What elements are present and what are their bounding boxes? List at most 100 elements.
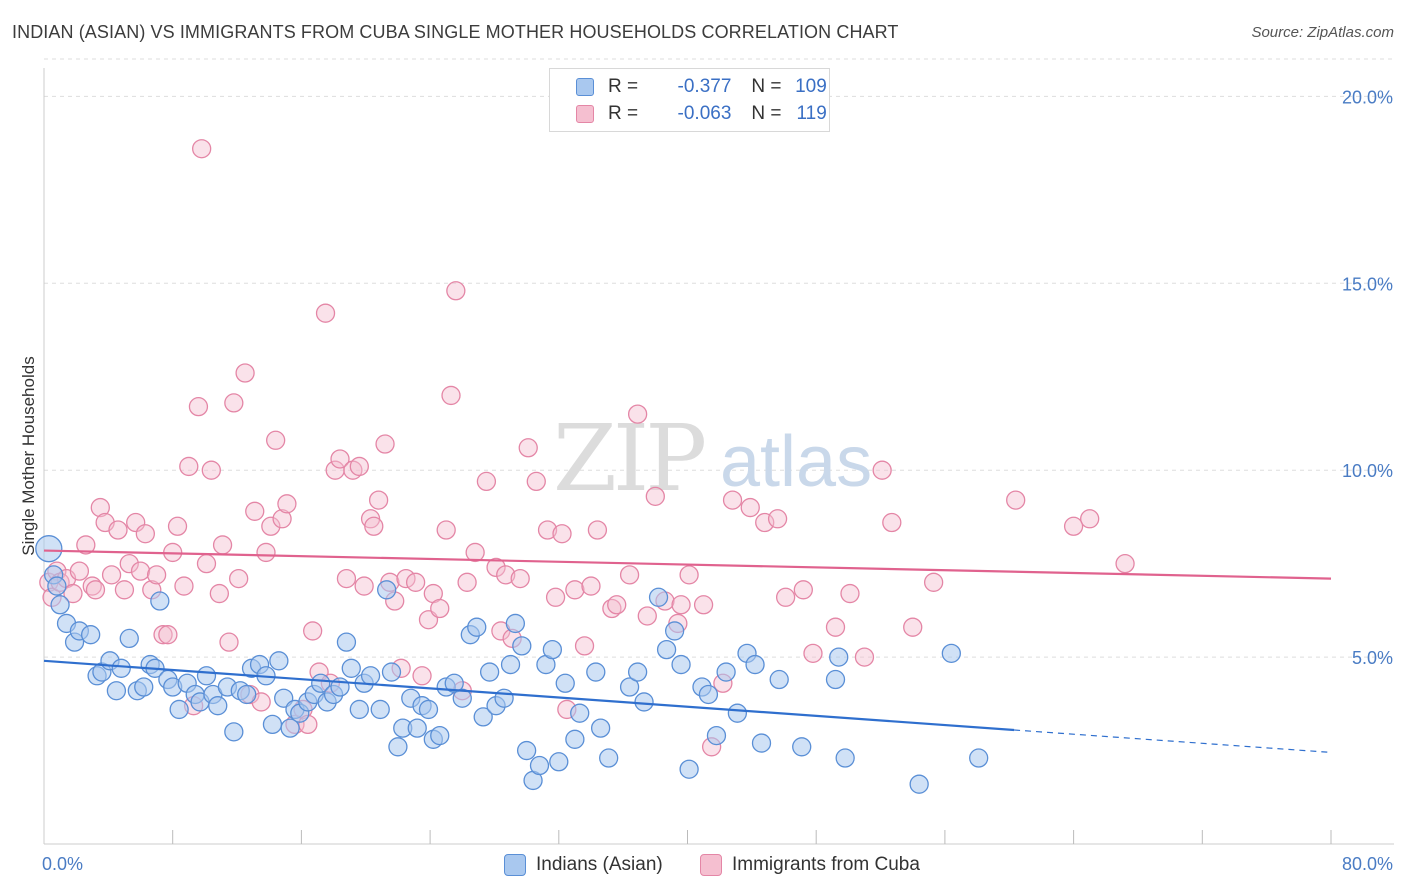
point-indians	[679, 759, 699, 779]
series-label-cuba: Immigrants from Cuba	[732, 854, 920, 875]
point-cuba	[108, 520, 128, 540]
point-indians	[751, 733, 772, 753]
series-swatch-pink	[700, 854, 722, 876]
point-cuba	[69, 561, 90, 581]
point-indians	[106, 681, 127, 701]
point-indians	[111, 658, 131, 678]
point-cuba	[85, 580, 106, 600]
point-cuba	[266, 430, 286, 450]
legend-r-value: -0.063	[677, 103, 732, 124]
point-cuba	[645, 486, 665, 507]
point-cuba	[767, 509, 788, 529]
point-cuba	[441, 385, 461, 406]
series-legend-indians: Indians (Asian)	[504, 852, 663, 878]
point-cuba	[167, 516, 188, 536]
point-cuba	[201, 460, 221, 480]
point-indians	[941, 643, 961, 664]
point-indians	[81, 625, 101, 645]
point-indians	[634, 692, 654, 712]
point-cuba	[349, 456, 369, 477]
legend-n-value: 119	[796, 103, 827, 124]
point-cuba	[518, 438, 538, 458]
point-cuba	[679, 565, 699, 585]
point-cuba	[574, 636, 595, 656]
point-cuba	[90, 497, 110, 518]
point-cuba	[179, 456, 199, 477]
trend-line-indians-extension	[1014, 729, 1332, 754]
point-cuba	[261, 516, 281, 536]
point-indians	[664, 621, 685, 641]
point-indians	[269, 651, 289, 671]
point-cuba	[607, 595, 627, 615]
point-indians	[570, 703, 590, 723]
point-indians	[134, 677, 154, 697]
point-indians	[388, 737, 408, 757]
point-cuba	[854, 647, 875, 667]
point-cuba	[693, 595, 714, 615]
point-indians	[706, 725, 727, 746]
point-cuba	[775, 587, 796, 607]
point-indians	[473, 707, 493, 727]
point-indians	[549, 752, 569, 772]
point-indians	[825, 669, 846, 690]
point-cuba	[375, 434, 395, 454]
legend-n-label: N =	[751, 103, 782, 124]
point-cuba	[196, 553, 217, 574]
y-tick-label: 20.0%	[1342, 87, 1393, 107]
point-indians	[619, 677, 640, 697]
point-cuba	[803, 643, 823, 664]
point-cuba	[1006, 490, 1026, 510]
legend-r-value: -0.377	[677, 76, 732, 97]
point-cuba	[153, 625, 173, 645]
point-cuba	[537, 520, 558, 540]
point-cuba	[882, 512, 902, 533]
point-indians	[336, 632, 357, 652]
point-cuba	[229, 568, 249, 589]
point-cuba	[146, 565, 167, 585]
point-cuba	[465, 542, 485, 563]
trend-line-indians	[43, 659, 1015, 732]
point-cuba	[219, 632, 239, 652]
point-indians	[381, 662, 402, 682]
point-indians	[418, 699, 439, 720]
point-indians	[237, 684, 257, 705]
point-indians	[599, 748, 619, 768]
point-indians	[716, 662, 736, 682]
point-cuba	[158, 625, 178, 645]
point-cuba	[277, 494, 297, 514]
point-cuba	[114, 580, 135, 600]
point-indians	[208, 696, 228, 716]
point-cuba	[119, 553, 139, 574]
chart-title: INDIAN (ASIAN) VS IMMIGRANTS FROM CUBA S…	[12, 22, 899, 42]
correlation-legend: R = -0.377 N = 109 R = -0.063 N = 119	[549, 68, 830, 132]
point-indians	[349, 699, 369, 720]
point-cuba	[496, 565, 516, 585]
point-cuba	[1080, 509, 1100, 529]
point-cuba	[552, 524, 572, 544]
point-indians	[542, 639, 563, 660]
point-cuba	[174, 576, 194, 596]
point-cuba	[188, 396, 209, 417]
point-cuba	[1115, 553, 1135, 574]
trend-lines	[43, 549, 1332, 754]
point-cuba	[192, 139, 212, 159]
point-indians	[590, 718, 611, 738]
point-cuba	[526, 471, 546, 492]
point-cuba	[740, 497, 760, 518]
gridlines	[44, 58, 1394, 658]
point-cuba	[336, 568, 357, 589]
point-cuba	[76, 535, 96, 555]
point-indians	[196, 666, 217, 686]
watermark-zip: ZIP	[553, 405, 704, 512]
point-indians	[727, 703, 748, 723]
point-indians	[656, 639, 677, 660]
point-cuba	[303, 621, 323, 641]
point-cuba	[476, 471, 497, 492]
point-indians	[516, 740, 537, 761]
point-cuba	[840, 583, 860, 604]
legend-n-value: 109	[795, 76, 827, 97]
point-cuba	[224, 393, 244, 413]
legend-n-label: N =	[751, 76, 782, 97]
point-cuba	[637, 606, 657, 626]
point-indians	[377, 580, 397, 600]
